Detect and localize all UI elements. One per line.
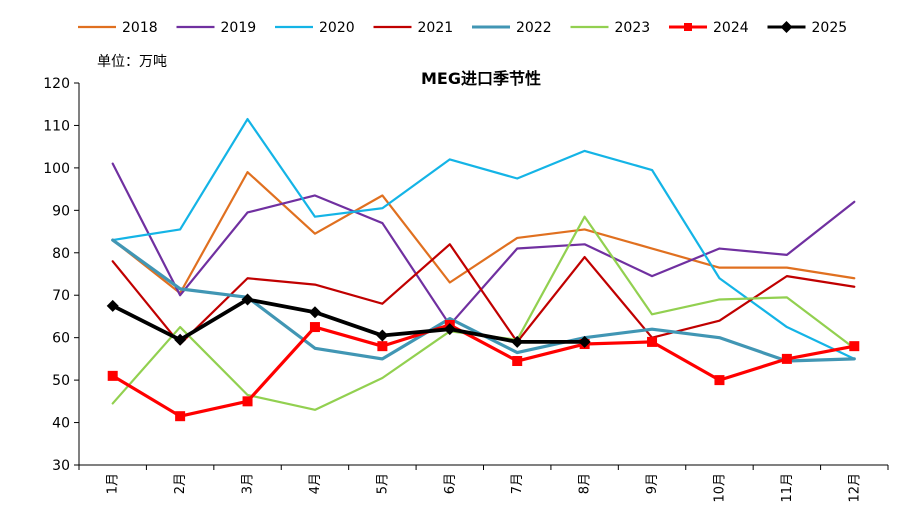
- series-line-2024: [111, 323, 856, 418]
- x-tick-label: 2月: [173, 473, 188, 494]
- x-tick-label: 11月: [780, 473, 795, 503]
- y-tick-label: 60: [52, 331, 70, 347]
- legend-item-2025: 2025: [767, 20, 848, 36]
- data-point-2025: [376, 329, 389, 342]
- legend-item-2019: 2019: [176, 20, 257, 36]
- x-tick-label: 8月: [578, 473, 593, 494]
- legend-item-2020: 2020: [275, 20, 355, 36]
- x-tick-label: 3月: [241, 473, 256, 494]
- series-2021: [111, 243, 856, 346]
- series-2020: [111, 117, 856, 360]
- data-point-2025: [174, 333, 187, 346]
- chart-title: MEG进口季节性: [421, 69, 541, 88]
- axes: 30 40 50 60 70 80 90 100 110 120 1月 2月 3月 4月 5月 6月 7月 8月 9…: [43, 76, 889, 503]
- data-point-2024: [714, 375, 725, 386]
- data-point-2025: [241, 293, 254, 306]
- series-line-2021: [111, 243, 856, 346]
- legend-label: 2023: [615, 20, 651, 36]
- legend-item-2021: 2021: [373, 20, 454, 36]
- series-line-2020: [111, 117, 856, 360]
- legend-item-2018: 2018: [78, 20, 158, 36]
- legend-label: 2021: [418, 20, 454, 36]
- x-tick-label: 6月: [443, 473, 458, 494]
- unit-label: 单位：万吨: [97, 54, 167, 70]
- legend-marker: [684, 23, 692, 31]
- data-point-2024: [512, 356, 523, 367]
- series-2018: [111, 171, 856, 295]
- y-tick-label: 100: [43, 161, 70, 177]
- data-point-2024: [107, 370, 118, 381]
- y-tick-label: 70: [52, 288, 70, 304]
- x-tick-label: 9月: [645, 473, 660, 494]
- series-2025: [106, 293, 591, 348]
- series-line-2018: [111, 171, 856, 295]
- data-point-2024: [242, 396, 253, 407]
- y-tick-label: 40: [52, 416, 70, 432]
- data-point-2025: [443, 323, 456, 336]
- series-2024: [107, 319, 860, 422]
- data-point-2024: [781, 353, 792, 364]
- data-point-2025: [106, 299, 119, 312]
- y-tick-label: 90: [52, 203, 70, 219]
- data-point-2024: [377, 341, 388, 352]
- legend-label: 2025: [812, 20, 848, 36]
- data-point-2024: [647, 336, 658, 347]
- data-point-2024: [175, 411, 186, 422]
- x-tick-label: 7月: [510, 473, 525, 494]
- data-point-2025: [578, 335, 591, 348]
- data-point-2024: [309, 322, 320, 333]
- legend-label: 2020: [319, 20, 355, 36]
- legend-label: 2022: [516, 20, 552, 36]
- series-line-2025: [110, 297, 587, 344]
- data-point-2025: [511, 335, 524, 348]
- legend-label: 2024: [713, 20, 749, 36]
- legend-item-2022: 2022: [472, 20, 552, 36]
- legend-marker: [780, 21, 793, 33]
- legend-item-2023: 2023: [570, 20, 651, 36]
- y-tick-label: 120: [43, 76, 70, 92]
- series-2019: [111, 162, 856, 327]
- series-line-2019: [111, 162, 856, 327]
- y-tick-label: 110: [43, 118, 70, 134]
- y-tick-label: 50: [52, 373, 70, 389]
- y-tick-label: 30: [52, 458, 70, 474]
- x-tick-label: 12月: [847, 473, 862, 503]
- data-point-2025: [308, 306, 321, 319]
- legend-label: 2019: [221, 20, 257, 36]
- legend: 2018 2019 2020 2021 2022 2023 2024 2025: [78, 20, 847, 36]
- x-tick-label: 10月: [712, 473, 727, 503]
- data-point-2024: [849, 341, 860, 352]
- y-tick-label: 80: [52, 246, 70, 262]
- legend-item-2024: 2024: [669, 20, 749, 36]
- series-layer: [106, 117, 860, 422]
- x-tick-label: 1月: [106, 473, 121, 494]
- x-tick-label: 4月: [308, 473, 323, 494]
- legend-label: 2018: [122, 20, 158, 36]
- x-tick-label: 5月: [375, 473, 390, 494]
